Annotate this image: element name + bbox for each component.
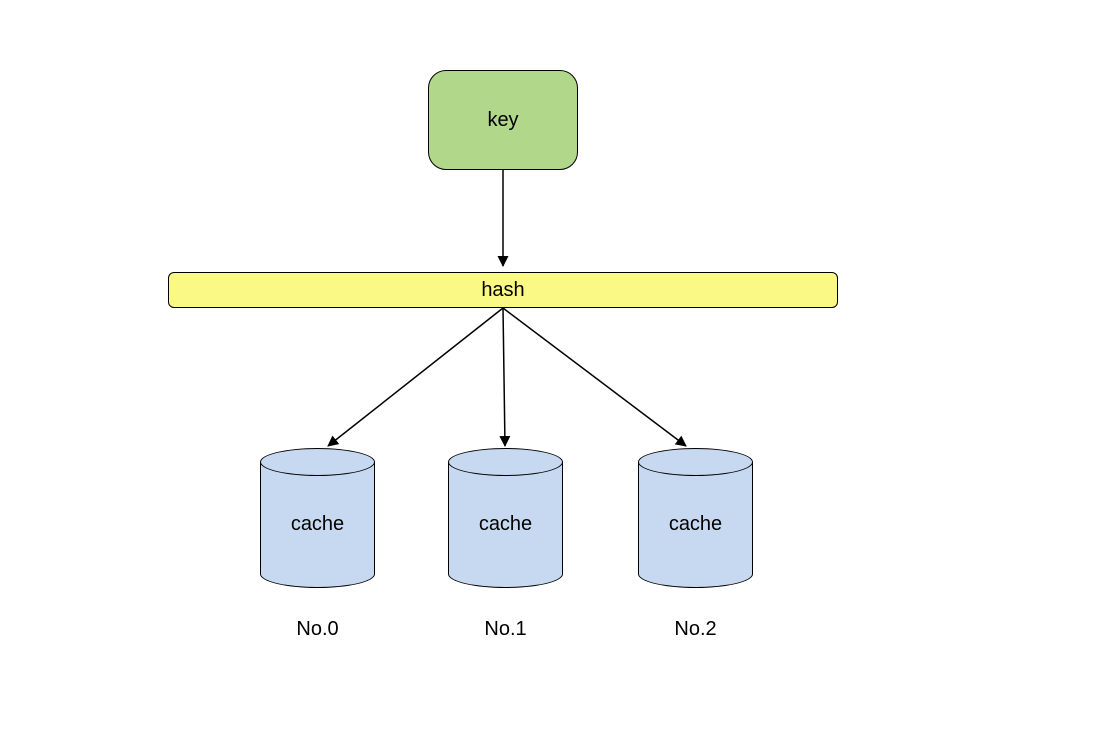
cache-0-body: cache [260,462,375,588]
cache-1-top [448,448,563,476]
cache-0-label: cache [291,513,344,536]
caption-cache-2: No.2 [638,618,753,641]
caption-cache-0: No.0 [260,618,375,641]
cache-2-body: cache [638,462,753,588]
cache-0-top [260,448,375,476]
node-key: key [428,70,578,170]
node-cache-0: cache [260,448,375,588]
node-cache-1: cache [448,448,563,588]
caption-cache-1-text: No.1 [484,618,526,640]
node-hash-label: hash [481,279,524,302]
cache-1-label: cache [479,513,532,536]
node-key-label: key [487,109,518,132]
caption-cache-0-text: No.0 [296,618,338,640]
node-cache-2: cache [638,448,753,588]
node-hash: hash [168,272,838,308]
caption-cache-2-text: No.2 [674,618,716,640]
diagram-canvas: key hash cache No.0 cache No.1 cache No.… [0,0,1098,754]
cache-2-label: cache [669,513,722,536]
cache-2-top [638,448,753,476]
caption-cache-1: No.1 [448,618,563,641]
cache-1-body: cache [448,462,563,588]
